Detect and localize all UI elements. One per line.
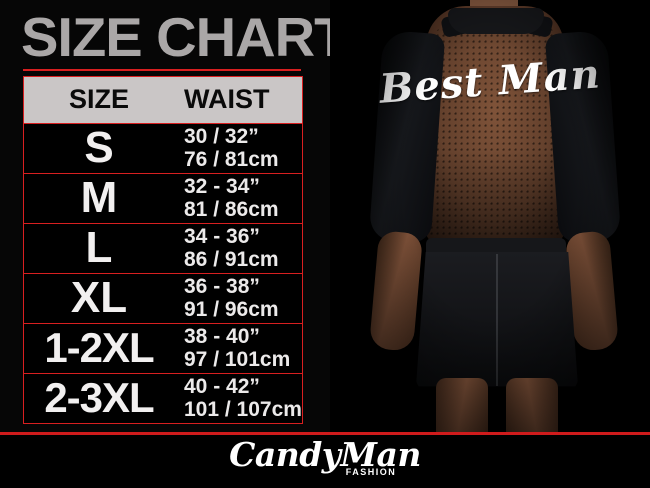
waist-inches: 32 - 34” — [184, 175, 260, 198]
size-chart-panel: SIZE CHART SIZE WAIST S — [0, 0, 348, 433]
waist-inches: 30 / 32” — [184, 125, 259, 148]
footer-divider — [0, 432, 650, 435]
size-label: XL — [24, 272, 174, 323]
table-row: XL 36 - 38” 91 / 96cm — [24, 272, 302, 323]
waist-cm: 91 / 96cm — [184, 298, 279, 321]
waist-cm: 86 / 91cm — [184, 248, 279, 271]
brand-tagline: FASHION — [345, 467, 397, 477]
waist-cm: 97 / 101cm — [184, 348, 291, 371]
waist-cm: 76 / 81cm — [184, 148, 279, 171]
waist-value: 36 - 38” 91 / 96cm — [174, 272, 302, 323]
waist-cm: 101 / 107cm — [184, 398, 302, 422]
size-label: L — [24, 222, 174, 273]
waist-inches: 40 - 42” — [184, 375, 260, 399]
table-row: S 30 / 32” 76 / 81cm — [24, 123, 302, 173]
waist-value: 38 - 40” 97 / 101cm — [174, 322, 302, 373]
robe-skirt-seam — [496, 254, 498, 386]
table-row: 1-2XL 38 - 40” 97 / 101cm — [24, 322, 302, 373]
table-row: M 32 - 34” 81 / 86cm — [24, 172, 302, 223]
mesh-shading — [424, 150, 566, 250]
waist-value: 30 / 32” 76 / 81cm — [174, 123, 302, 173]
waist-inches: 34 - 36” — [184, 225, 260, 248]
table-row: 2-3XL 40 - 42” 101 / 107cm — [24, 372, 302, 423]
waist-cm: 81 / 86cm — [184, 198, 279, 221]
column-header-waist: WAIST — [174, 77, 302, 124]
model-leg-left — [436, 378, 488, 433]
size-value: XL — [70, 273, 128, 322]
page-title: SIZE CHART — [21, 6, 348, 68]
robe-collar — [448, 8, 544, 34]
size-value: 2-3XL — [44, 373, 154, 421]
brand-logo: CandyMan — [0, 437, 650, 473]
size-label: 1-2XL — [24, 322, 174, 373]
size-value: L — [85, 223, 113, 272]
size-value: 1-2XL — [44, 323, 154, 371]
title-divider — [23, 69, 301, 71]
size-label: M — [24, 172, 174, 223]
brand-name: CandyMan — [229, 435, 421, 474]
waist-inches: 38 - 40” — [184, 325, 260, 348]
table-row: L 34 - 36” 86 / 91cm — [24, 222, 302, 273]
waist-value: 34 - 36” 86 / 91cm — [174, 222, 302, 273]
size-label: S — [24, 123, 174, 173]
footer: CandyMan FASHION — [0, 435, 650, 488]
model-leg-right — [506, 378, 558, 433]
waist-value: 40 - 42” 101 / 107cm — [174, 372, 302, 423]
product-photo: Best Man — [330, 0, 650, 433]
size-value: M — [80, 173, 118, 222]
size-label: 2-3XL — [24, 372, 174, 423]
waist-inches: 36 - 38” — [184, 275, 260, 298]
model-arm-left — [368, 230, 424, 352]
column-header-size: SIZE — [24, 77, 174, 124]
table-header-row: SIZE WAIST — [24, 77, 302, 124]
size-value: S — [84, 123, 114, 172]
waist-value: 32 - 34” 81 / 86cm — [174, 172, 302, 223]
size-table: SIZE WAIST S 30 / 32” 76 / 81cm M — [23, 76, 303, 424]
